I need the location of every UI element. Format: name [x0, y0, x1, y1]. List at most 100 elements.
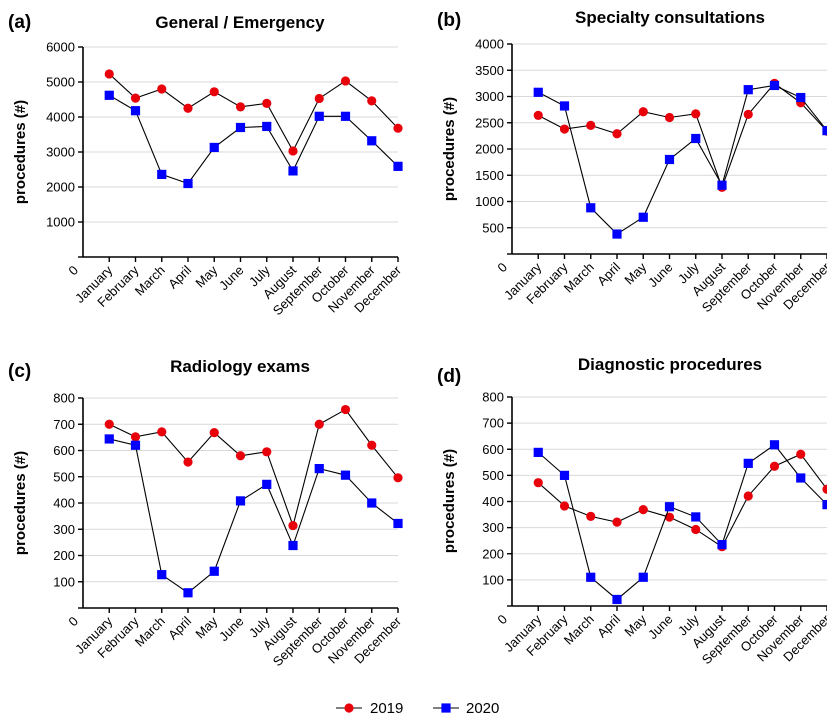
data-point-2020: [262, 121, 272, 132]
x-tick-label: May: [192, 613, 220, 641]
data-point-2020: [262, 479, 272, 489]
y-tick-label-origin: 0: [494, 612, 510, 628]
data-point-2020: [638, 212, 648, 222]
data-point-2020: [367, 498, 377, 508]
data-point-2019: [638, 504, 648, 515]
data-point-2019: [157, 427, 167, 437]
data-point-2020: [691, 133, 701, 144]
chart-panel-b: 50010001500200025003000350040000JanuaryF…: [437, 8, 827, 315]
y-tick-label: 100: [53, 574, 75, 589]
data-point-2020: [769, 440, 780, 450]
legend-label-2019: 2019: [370, 700, 403, 717]
data-point-2019: [743, 491, 753, 501]
x-tick-label: April: [165, 262, 194, 291]
data-point-2020: [235, 122, 246, 133]
y-tick-label: 800: [482, 390, 504, 405]
y-axis-title: procedures (#): [441, 97, 458, 201]
data-point-2020: [796, 473, 806, 483]
data-point-2020: [288, 540, 298, 551]
y-tick-label: 1500: [475, 168, 504, 183]
x-tick-label: May: [192, 262, 220, 290]
data-point-2020: [717, 180, 727, 190]
y-tick-label: 2000: [475, 142, 504, 157]
y-tick-label: 400: [482, 494, 504, 509]
data-point-2019: [612, 129, 622, 139]
y-axis-title: procedures (#): [12, 451, 29, 555]
data-point-2019: [796, 449, 806, 459]
series-line-2019: [109, 408, 399, 528]
y-tick-label: 300: [482, 520, 504, 535]
data-point-2020: [183, 588, 193, 598]
x-tick-label: June: [216, 263, 247, 294]
data-point-2020: [586, 572, 596, 582]
panel-letter: (d): [437, 366, 461, 387]
data-point-2019: [209, 428, 219, 438]
data-point-2020: [157, 570, 167, 580]
x-tick-label: March: [561, 260, 597, 296]
legend-marker-2020: [441, 703, 451, 713]
data-point-2019: [288, 146, 298, 156]
data-point-2019: [235, 102, 246, 112]
y-tick-label-origin: 0: [65, 614, 81, 630]
data-point-2019: [130, 93, 141, 103]
data-point-2020: [664, 502, 675, 512]
y-tick-label: 200: [482, 546, 504, 561]
y-tick-label: 800: [53, 391, 75, 406]
y-tick-label: 300: [53, 522, 75, 537]
data-point-2019: [586, 511, 596, 521]
panel-title: Radiology exams: [170, 357, 310, 376]
data-point-2020: [393, 161, 403, 171]
data-point-2020: [691, 512, 701, 522]
data-point-2020: [822, 500, 827, 510]
y-tick-label-origin: 0: [494, 260, 510, 276]
series-line-2020: [108, 94, 399, 185]
y-tick-label: 4000: [475, 37, 504, 52]
x-tick-label: May: [621, 611, 649, 639]
y-tick-label: 700: [53, 417, 75, 432]
x-tick-label: March: [132, 263, 168, 299]
data-point-2020: [209, 142, 219, 153]
y-tick-label: 600: [482, 442, 504, 457]
data-point-2019: [367, 96, 377, 106]
panel-title: General / Emergency: [155, 13, 325, 32]
data-point-2019: [104, 419, 114, 429]
data-point-2019: [104, 69, 114, 79]
data-point-2019: [393, 123, 403, 133]
data-point-2019: [235, 451, 246, 461]
data-point-2019: [183, 103, 193, 113]
data-point-2019: [314, 93, 324, 104]
y-tick-label: 700: [482, 416, 504, 431]
x-tick-label: June: [216, 614, 247, 645]
data-point-2020: [822, 126, 827, 136]
data-point-2019: [664, 512, 675, 522]
series-line-2020: [537, 84, 827, 235]
data-point-2019: [769, 461, 780, 471]
data-point-2020: [612, 594, 622, 605]
chart-panel-d: 1002003004005006007008000JanuaryFebruary…: [437, 355, 827, 667]
data-point-2020: [559, 470, 570, 480]
chart-panel-c: 1002003004005006007008000JanuaryFebruary…: [8, 357, 405, 669]
data-point-2020: [130, 106, 141, 116]
x-tick-label: March: [561, 612, 597, 648]
x-tick-label: April: [594, 611, 623, 640]
data-point-2020: [130, 440, 141, 450]
x-tick-label: June: [645, 612, 676, 643]
data-point-2020: [559, 101, 570, 111]
data-point-2020: [769, 80, 780, 91]
data-point-2020: [235, 496, 246, 506]
data-point-2019: [559, 501, 570, 511]
data-point-2019: [638, 107, 648, 117]
data-point-2019: [822, 484, 827, 494]
x-tick-label: June: [645, 260, 676, 291]
data-point-2020: [533, 447, 543, 457]
chart-panel-a: 1000200030004000500060000JanuaryFebruary…: [8, 12, 405, 318]
x-tick-label: April: [594, 259, 623, 288]
data-point-2019: [743, 109, 753, 119]
data-point-2020: [183, 178, 193, 189]
data-point-2019: [559, 124, 570, 134]
data-point-2019: [183, 457, 193, 467]
data-point-2020: [340, 111, 351, 121]
data-point-2019: [209, 87, 219, 97]
data-point-2019: [262, 98, 272, 108]
y-tick-label-origin: 0: [65, 263, 81, 279]
